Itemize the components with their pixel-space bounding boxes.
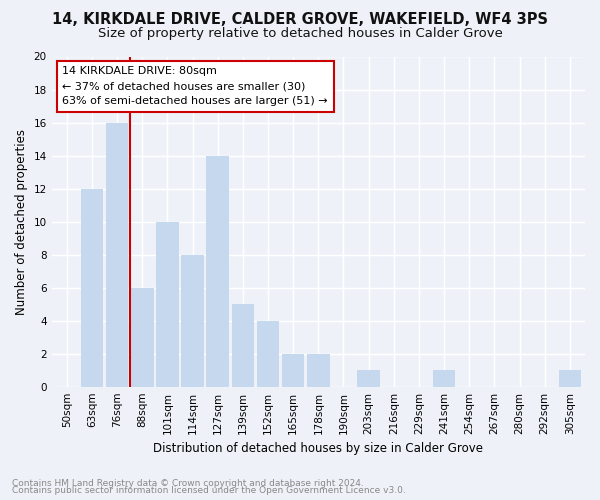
Text: 14 KIRKDALE DRIVE: 80sqm
← 37% of detached houses are smaller (30)
63% of semi-d: 14 KIRKDALE DRIVE: 80sqm ← 37% of detach…	[62, 66, 328, 106]
Bar	[257, 320, 280, 386]
Text: Contains public sector information licensed under the Open Government Licence v3: Contains public sector information licen…	[12, 486, 406, 495]
Bar	[80, 188, 103, 386]
Bar	[307, 354, 329, 386]
Y-axis label: Number of detached properties: Number of detached properties	[15, 128, 28, 314]
Bar	[232, 304, 254, 386]
Bar	[358, 370, 380, 386]
Bar	[433, 370, 455, 386]
Bar	[206, 156, 229, 386]
Bar	[559, 370, 581, 386]
Bar	[131, 288, 154, 386]
Bar	[156, 222, 179, 386]
Text: Size of property relative to detached houses in Calder Grove: Size of property relative to detached ho…	[98, 28, 502, 40]
Text: Contains HM Land Registry data © Crown copyright and database right 2024.: Contains HM Land Registry data © Crown c…	[12, 478, 364, 488]
Bar	[181, 254, 204, 386]
Bar	[282, 354, 304, 386]
X-axis label: Distribution of detached houses by size in Calder Grove: Distribution of detached houses by size …	[154, 442, 484, 455]
Text: 14, KIRKDALE DRIVE, CALDER GROVE, WAKEFIELD, WF4 3PS: 14, KIRKDALE DRIVE, CALDER GROVE, WAKEFI…	[52, 12, 548, 28]
Bar	[106, 122, 128, 386]
